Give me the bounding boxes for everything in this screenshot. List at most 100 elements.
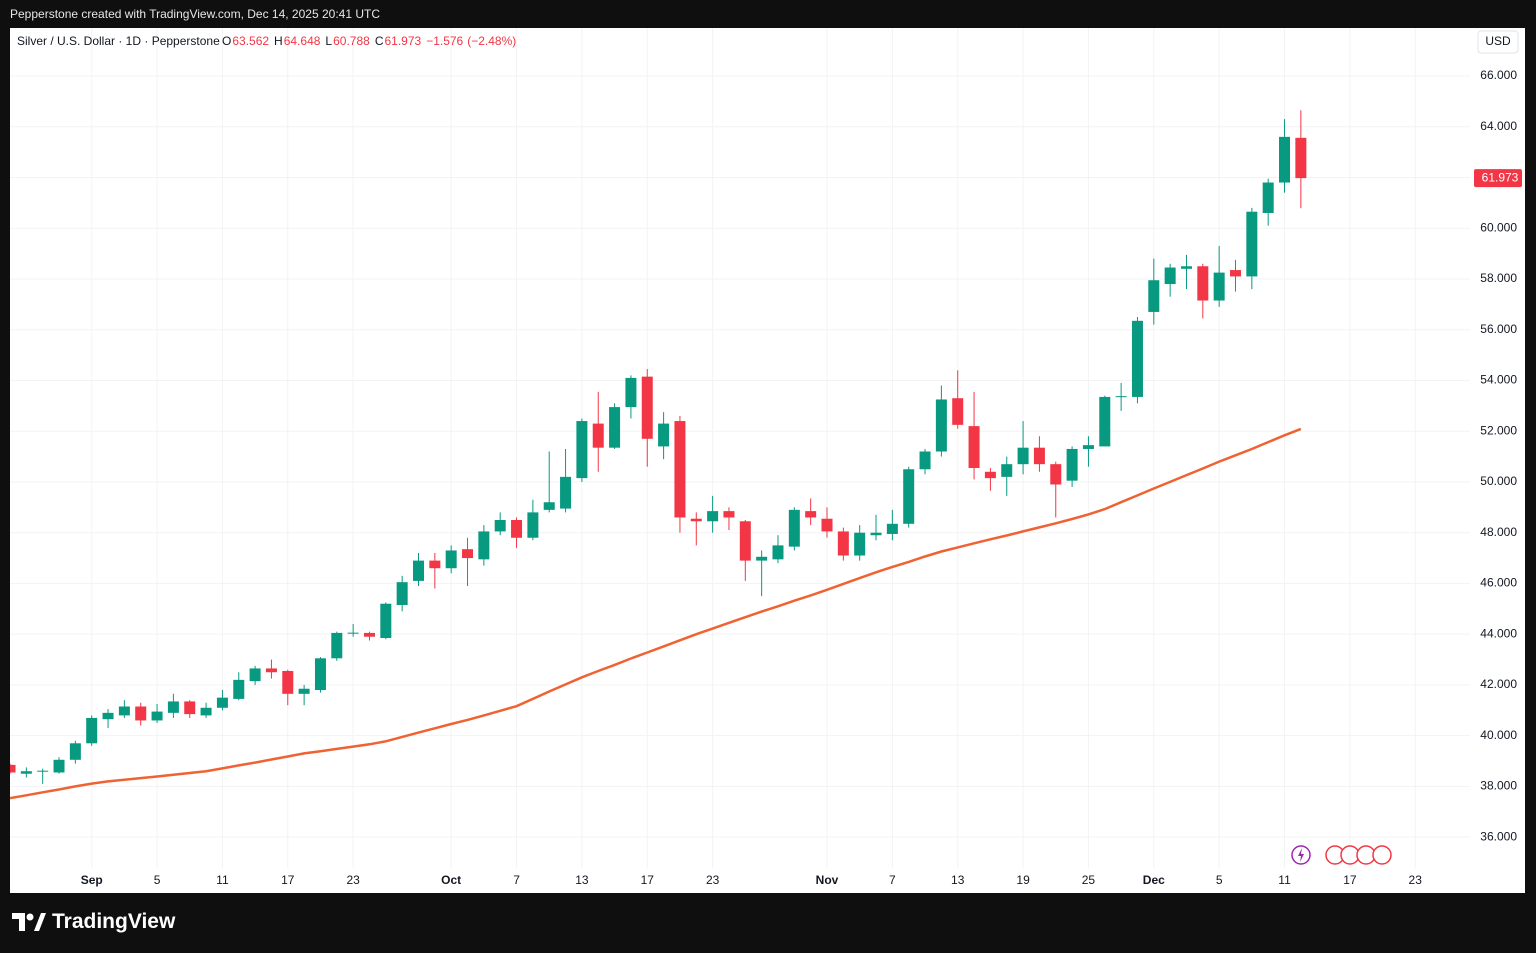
- candle-body: [609, 407, 621, 448]
- candle-body: [494, 520, 506, 532]
- candle-body: [1197, 266, 1209, 301]
- candle-body: [347, 632, 359, 634]
- candle-body: [854, 532, 866, 556]
- candle-body: [1180, 266, 1192, 269]
- legend-change: −1.576: [426, 34, 463, 48]
- candle-body: [1148, 280, 1160, 312]
- x-tick-label: 17: [641, 873, 655, 887]
- candle-body: [102, 712, 114, 720]
- candle-body: [1033, 447, 1045, 465]
- x-tick-label: 17: [281, 873, 295, 887]
- y-tick-label: 36.000: [1480, 829, 1517, 843]
- x-tick-label: 5: [1216, 873, 1223, 887]
- candle-body: [1082, 445, 1094, 449]
- legend-value: 60.788: [333, 34, 370, 48]
- x-tick-label: Sep: [81, 873, 103, 887]
- candle-body: [1131, 320, 1143, 397]
- chart: 36.000 38.000 40.000 42.000 44.000 46.000 48.0…: [4, 28, 1522, 887]
- candle-body: [396, 582, 408, 606]
- candle-body: [935, 399, 947, 452]
- candle-body: [870, 532, 882, 536]
- candle-body: [1213, 272, 1225, 301]
- candle-body: [69, 743, 81, 760]
- x-tick-label: 7: [513, 873, 520, 887]
- candle-body: [919, 451, 931, 470]
- candle-body: [478, 531, 490, 560]
- candle-body: [429, 560, 441, 569]
- y-tick-label: 50.000: [1480, 474, 1517, 488]
- candle-body: [1115, 396, 1127, 398]
- candle-body: [1017, 447, 1029, 465]
- candle-body: [314, 658, 326, 691]
- candle-body: [1050, 464, 1062, 485]
- candle-body: [690, 518, 702, 522]
- candle-body: [200, 707, 212, 716]
- candle-body: [527, 512, 539, 538]
- y-tick-label: 58.000: [1480, 271, 1517, 285]
- legend-key: C: [375, 34, 384, 48]
- candle-body: [788, 509, 800, 547]
- candle-body: [331, 632, 343, 659]
- symbol: Silver / U.S. Dollar · 1D · Pepperstone: [17, 34, 220, 48]
- candle-body: [363, 632, 375, 637]
- y-tick-label: 46.000: [1480, 576, 1517, 590]
- candle-body: [723, 511, 735, 518]
- candle-body: [576, 421, 588, 479]
- candle-body: [1066, 448, 1078, 481]
- credit: Pepperstone created with TradingView.com…: [10, 7, 380, 21]
- candle-body: [4, 764, 16, 773]
- candle-body: [86, 717, 98, 744]
- candle-body: [445, 550, 457, 569]
- y-tick-label: 66.000: [1480, 68, 1517, 82]
- candle-body: [265, 668, 277, 673]
- x-tick-label: 11: [216, 873, 229, 887]
- x-tick-label: 7: [889, 873, 896, 887]
- candle-body: [216, 697, 228, 708]
- candle-body: [53, 759, 65, 773]
- legend-key: L: [325, 34, 332, 48]
- candle-body: [821, 518, 833, 532]
- candle-body: [1262, 182, 1274, 213]
- price-label: 61.973: [1482, 170, 1519, 184]
- candle-body: [511, 520, 523, 538]
- candle-body: [20, 771, 32, 774]
- candle-body: [625, 377, 637, 408]
- y-tick-label: 60.000: [1480, 220, 1517, 234]
- x-tick-label: Oct: [441, 873, 461, 887]
- legend-change-pct: (−2.48%): [467, 34, 516, 48]
- x-tick-label: Nov: [816, 873, 839, 887]
- x-tick-label: 23: [706, 873, 720, 887]
- candle-body: [739, 521, 751, 561]
- x-tick-label: 13: [575, 873, 589, 887]
- x-tick-label: 25: [1082, 873, 1096, 887]
- candle-body: [903, 469, 915, 524]
- brand-logo: [12, 913, 46, 931]
- candle-body: [772, 545, 784, 560]
- candle-body: [118, 706, 130, 716]
- candle-body: [184, 701, 196, 715]
- candle-body: [1230, 270, 1241, 277]
- y-tick-label: 54.000: [1480, 373, 1517, 387]
- brand-name: TradingView: [52, 910, 176, 933]
- candle-body: [167, 701, 179, 713]
- x-tick-label: Dec: [1143, 873, 1165, 887]
- candle-body: [1099, 396, 1111, 447]
- x-tick-label: 17: [1343, 873, 1357, 887]
- candle-body: [37, 770, 49, 772]
- candle-body: [1246, 211, 1258, 277]
- x-tick-label: 13: [951, 873, 965, 887]
- candle-body: [592, 423, 604, 448]
- candle-body: [249, 668, 261, 682]
- y-tick-label: 42.000: [1480, 677, 1517, 691]
- legend-value: 63.562: [232, 34, 269, 48]
- candle-body: [282, 670, 294, 694]
- currency-box[interactable]: [1477, 30, 1519, 54]
- legend-value: 61.973: [384, 34, 421, 48]
- y-tick-label: 56.000: [1480, 322, 1517, 336]
- candle-body: [707, 511, 719, 522]
- x-tick-label: 5: [154, 873, 161, 887]
- x-tick-label: 19: [1016, 873, 1030, 887]
- candle-body: [674, 421, 686, 518]
- event-icons: [1291, 845, 1392, 865]
- candle-body: [560, 476, 572, 509]
